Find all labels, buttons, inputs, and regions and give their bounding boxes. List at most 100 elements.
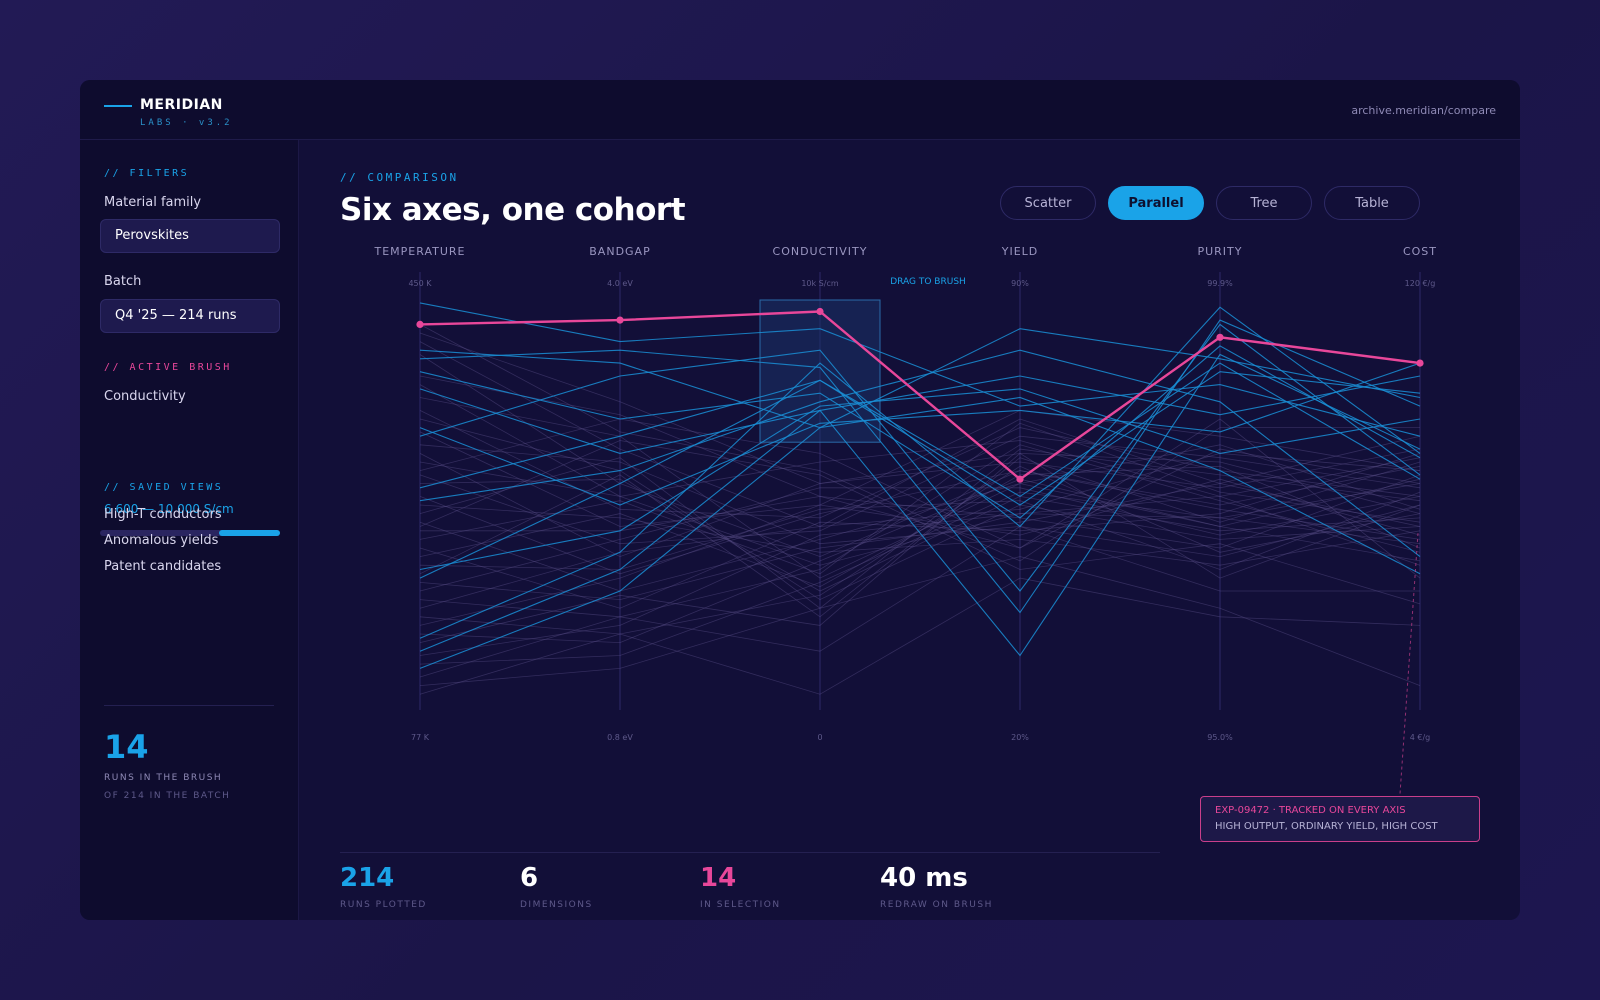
batch-select[interactable]: Q4 '25 — 214 runs <box>100 299 280 333</box>
selected-run-line[interactable] <box>419 302 1421 437</box>
run-line <box>419 478 1421 592</box>
run-line <box>419 457 1421 618</box>
selected-run-line[interactable] <box>419 353 1421 657</box>
logo-subtitle: LABS · v3.2 <box>140 118 233 128</box>
axis-min-label: 0.8 eV <box>607 733 633 742</box>
brush-field-label: Conductivity <box>104 389 186 404</box>
axis-title: BANDGAP <box>589 245 650 258</box>
selected-run-line[interactable] <box>419 328 1421 429</box>
tab-parallel[interactable]: Parallel <box>1108 186 1204 220</box>
stats-divider <box>340 852 1160 853</box>
run-line <box>419 526 1420 678</box>
run-line <box>419 452 1421 643</box>
run-line <box>419 448 1421 609</box>
run-line <box>420 474 1421 549</box>
selected-run-line[interactable] <box>419 396 1421 669</box>
run-line <box>419 435 1421 545</box>
top-bar: MERIDIAN LABS · v3.2 archive.meridian/co… <box>80 80 1520 140</box>
run-line <box>419 478 1421 644</box>
run-line <box>419 410 1421 519</box>
axis-max-label: 4.0 eV <box>607 279 633 288</box>
drag-to-brush-hint: DRAG TO BRUSH <box>890 277 966 287</box>
axis-title: YIELD <box>1001 245 1039 258</box>
run-line <box>419 448 1421 558</box>
stat-runs-plotted-value: 214 <box>340 863 395 893</box>
tracked-run-point[interactable] <box>416 320 424 328</box>
callout-title: EXP-09472 · TRACKED ON EVERY AXIS <box>1215 805 1406 816</box>
tab-tree[interactable]: Tree <box>1216 186 1312 220</box>
selected-run-line[interactable] <box>419 349 1421 558</box>
tracked-run-point[interactable] <box>1416 359 1424 367</box>
saved-view-item[interactable]: High-T conductors <box>104 507 222 522</box>
axis-max-label: 90% <box>1011 279 1029 288</box>
callout-description: HIGH OUTPUT, ORDINARY YIELD, HIGH COST <box>1215 821 1438 832</box>
brush-range-value: 6 600 — 10 000 S/cm <box>104 502 234 516</box>
brush-count: 14 <box>104 728 149 766</box>
axis-min-label: 77 K <box>411 733 430 742</box>
run-line <box>419 504 1421 566</box>
selected-run-line[interactable] <box>419 323 1421 592</box>
axis-min-label: 20% <box>1011 733 1029 742</box>
saved-view-item[interactable]: Anomalous yields <box>104 533 219 548</box>
callout-leader <box>1399 533 1419 795</box>
stat-redraw-label: REDRAW ON BRUSH <box>880 900 993 910</box>
run-line <box>419 465 1421 575</box>
selected-run-line[interactable] <box>419 319 1421 614</box>
filters-label: // FILTERS <box>104 168 190 179</box>
axis-max-label: 450 K <box>408 279 432 288</box>
run-line <box>419 409 1421 527</box>
run-line <box>419 440 1421 605</box>
axis-min-label: 0 <box>817 733 822 742</box>
axis-title: CONDUCTIVITY <box>773 245 868 258</box>
selected-run-line[interactable] <box>419 375 1421 454</box>
tab-table[interactable]: Table <box>1324 186 1420 220</box>
section-eyebrow: // COMPARISON <box>340 171 459 184</box>
page-title: Six axes, one cohort <box>340 192 686 228</box>
run-line <box>419 491 1421 570</box>
material-family-select[interactable]: Perovskites <box>100 219 280 253</box>
brush-count-total: OF 214 IN THE BATCH <box>104 791 231 801</box>
run-line <box>419 332 1421 514</box>
run-line <box>419 397 1421 579</box>
brush-range-slider[interactable] <box>100 530 280 536</box>
parallel-coordinates-chart[interactable]: TEMPERATURE 450 K 77 K BANDGAP 4.0 eV 0.8 eV C… <box>80 80 1520 920</box>
stat-dimensions-value: 6 <box>520 863 539 893</box>
selected-run-line[interactable] <box>419 362 1421 506</box>
saved-view-item[interactable]: Patent candidates <box>104 559 222 574</box>
selected-run-line[interactable] <box>419 345 1421 519</box>
url-label: archive.meridian/compare <box>1351 104 1496 117</box>
stat-runs-plotted-label: RUNS PLOTTED <box>340 900 427 910</box>
logo-title: MERIDIAN <box>140 97 223 113</box>
batch-label: Batch <box>104 274 142 289</box>
run-line <box>419 354 1421 558</box>
tracked-run-line[interactable] <box>419 310 1421 481</box>
run-line <box>419 487 1421 592</box>
selected-run-line[interactable] <box>419 388 1421 571</box>
selected-run-line[interactable] <box>419 306 1421 639</box>
run-line <box>419 452 1421 609</box>
run-line <box>419 478 1421 626</box>
tracked-run-point[interactable] <box>816 307 824 316</box>
selected-run-line[interactable] <box>419 362 1421 498</box>
axis-title: TEMPERATURE <box>374 245 466 258</box>
tab-scatter[interactable]: Scatter <box>1000 186 1096 220</box>
run-line <box>419 418 1421 579</box>
brush-count-label: RUNS IN THE BRUSH <box>104 773 223 783</box>
run-line <box>419 556 1421 686</box>
run-line <box>419 341 1421 527</box>
sidebar-divider <box>104 705 274 706</box>
stat-selection-value: 14 <box>700 863 737 893</box>
axis-max-label: 120 €/g <box>1405 279 1436 288</box>
tracked-run-point[interactable] <box>616 316 624 324</box>
tracked-run-point[interactable] <box>1216 333 1224 341</box>
axis-min-label: 95.0% <box>1207 733 1233 742</box>
brush-range-fill[interactable] <box>218 530 280 536</box>
active-brush-label: // ACTIVE BRUSH <box>104 362 232 373</box>
run-line <box>419 461 1421 566</box>
tracked-run-point[interactable] <box>1016 475 1024 483</box>
run-line <box>419 465 1421 635</box>
axis-title: PURITY <box>1197 245 1242 258</box>
run-line <box>419 444 1421 558</box>
run-line <box>419 453 1421 609</box>
selected-run-line[interactable] <box>419 371 1421 579</box>
